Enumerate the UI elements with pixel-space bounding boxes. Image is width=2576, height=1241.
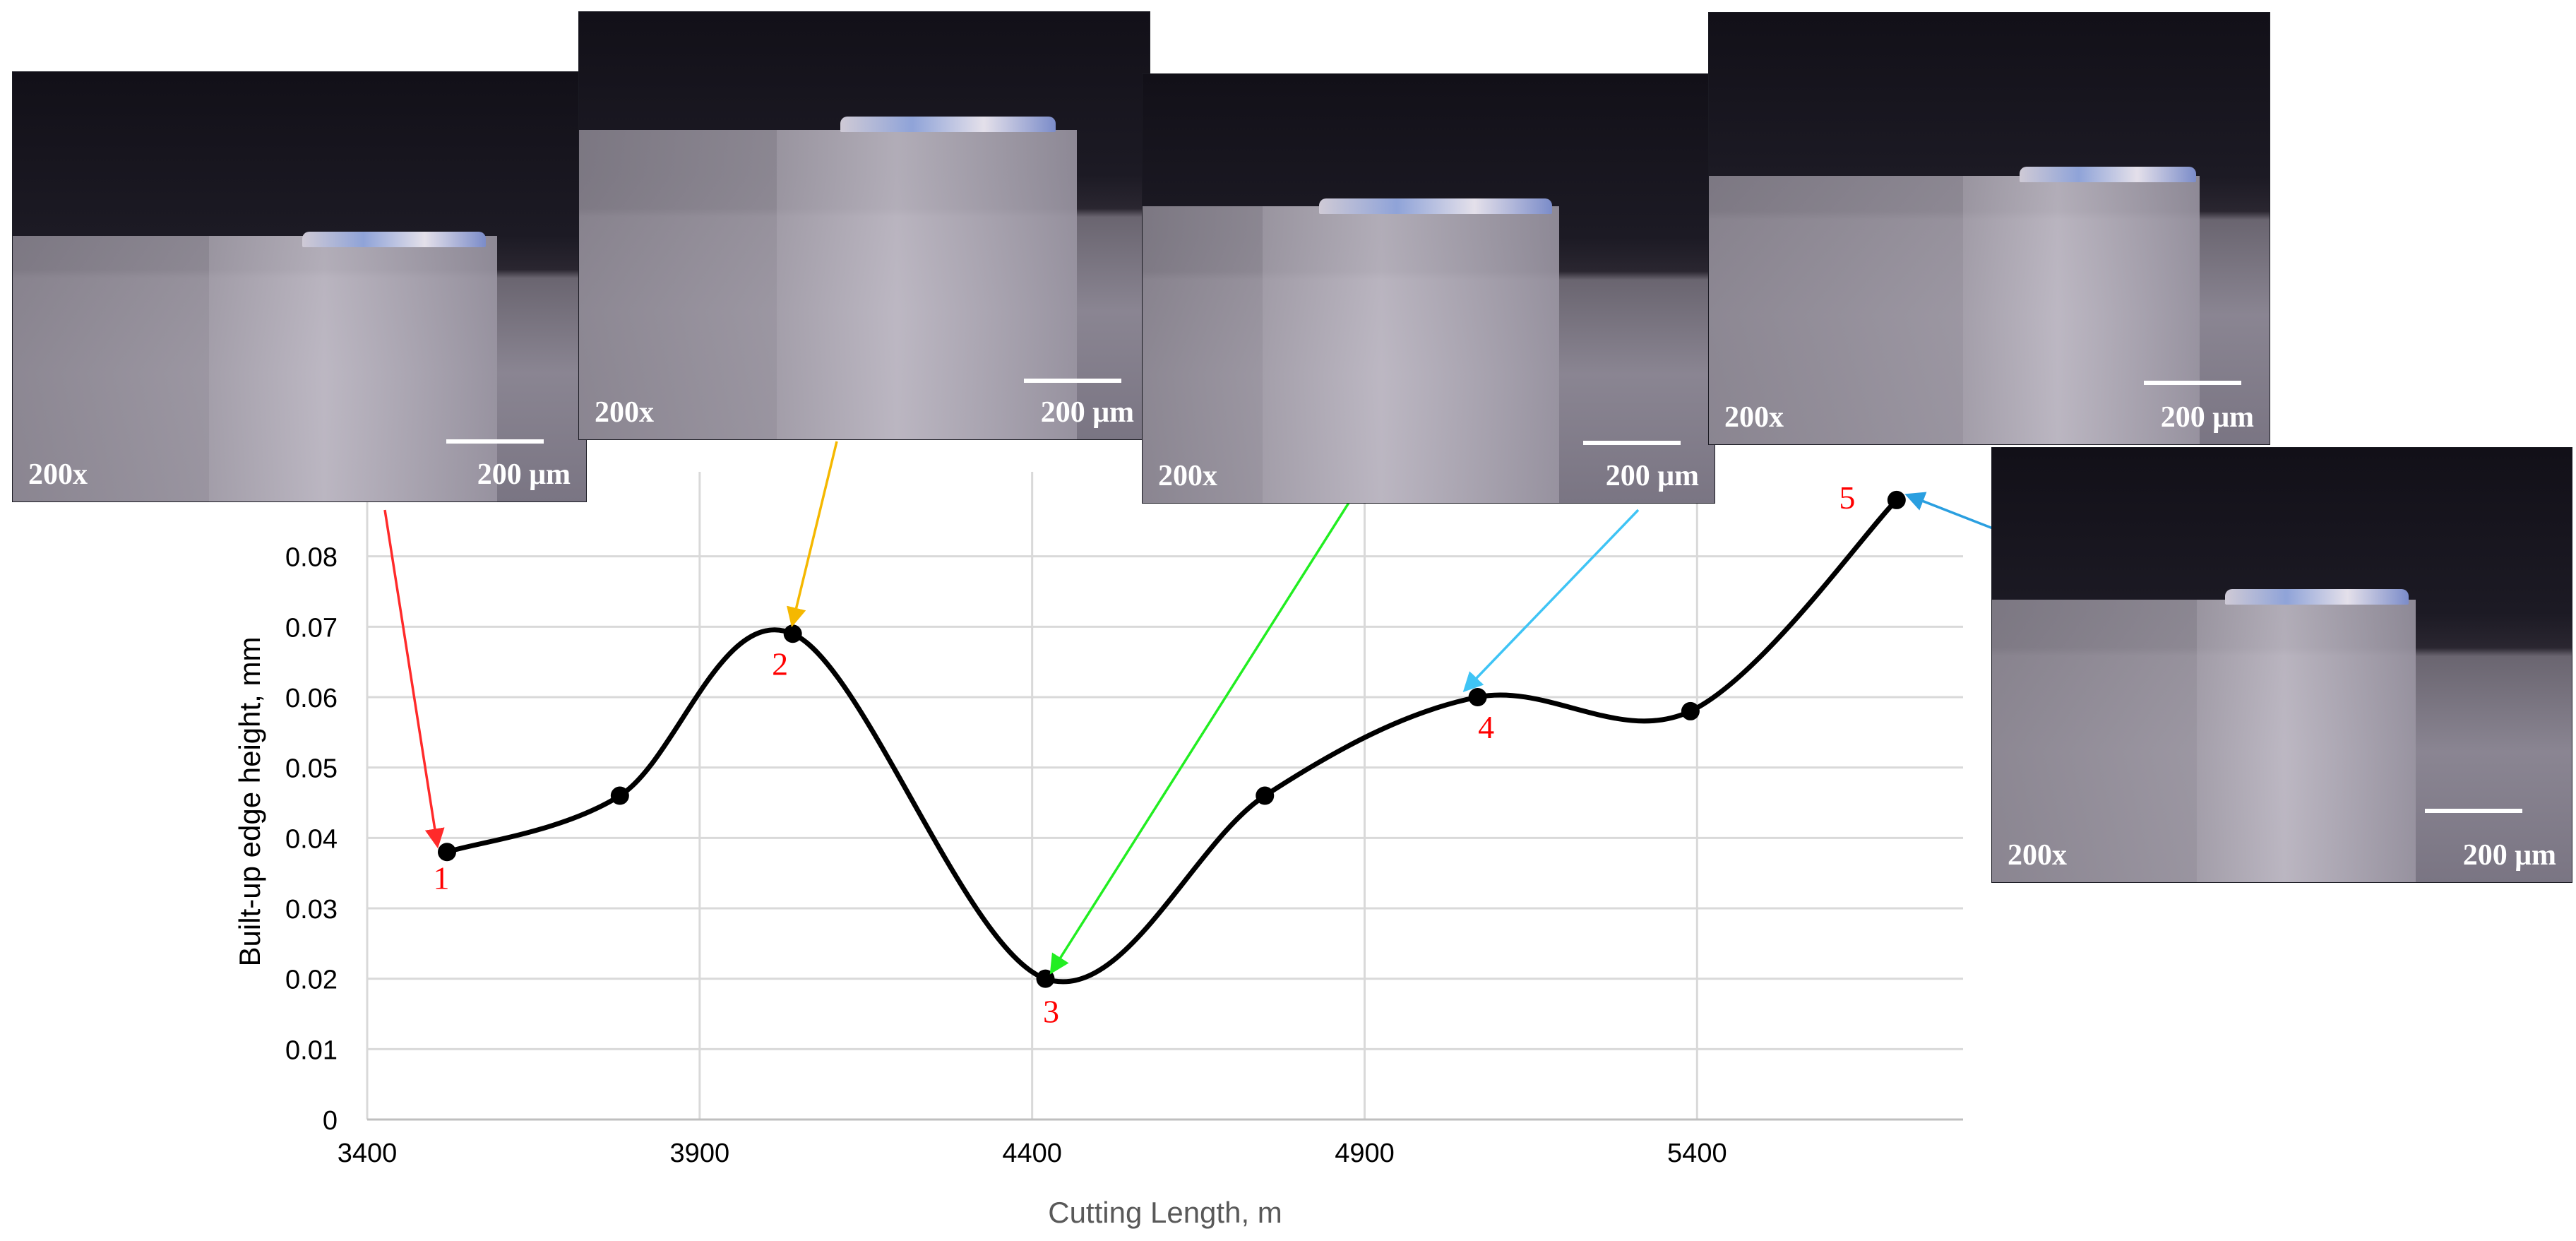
- scale-bar: [2144, 381, 2241, 385]
- x-tick-label: 4400: [1002, 1139, 1062, 1168]
- magnification-label: 200x: [595, 396, 654, 429]
- data-point: [1681, 701, 1700, 720]
- micrograph-5: 200x 200 μm: [1991, 447, 2572, 883]
- data-point: [1256, 786, 1275, 805]
- built-up-edge: [2225, 589, 2409, 605]
- data-point: [1468, 688, 1487, 706]
- axis-layer: 0 0.01 0.02 0.03 0.04 0.05 0.06 0.07 0.08 3400 390…: [285, 543, 1963, 1168]
- pointer-arrow: [1462, 509, 1640, 693]
- y-tick-label: 0.08: [285, 543, 338, 573]
- magnification-label: 200x: [1724, 401, 1784, 434]
- arrow-layer: [383, 441, 1993, 975]
- y-tick-label: 0.05: [285, 754, 338, 784]
- tool-flank-left: [1992, 600, 2197, 882]
- scale-bar: [446, 439, 544, 444]
- y-tick-label: 0.04: [285, 824, 338, 854]
- tool-flank-right: [1263, 206, 1559, 503]
- tool-flank-right: [1963, 176, 2200, 444]
- magnification-label: 200x: [1158, 460, 1217, 492]
- point-label: 5: [1839, 480, 1855, 516]
- scale-bar-label: 200 μm: [2160, 401, 2254, 434]
- scale-bar: [1583, 441, 1681, 445]
- built-up-edge: [1319, 198, 1552, 214]
- tool-flank-right: [777, 130, 1077, 439]
- scale-bar-label: 200 μm: [1605, 460, 1699, 492]
- x-axis-title: Cutting Length, m: [1048, 1196, 1282, 1229]
- scale-bar-label: 200 μm: [1040, 396, 1134, 429]
- data-point: [438, 843, 456, 862]
- built-up-edge: [302, 232, 486, 247]
- micrograph-3: 200x 200 μm: [1142, 73, 1715, 504]
- scale-bar: [1024, 379, 1121, 383]
- tool-flank-left: [1143, 206, 1263, 503]
- grid-layer: [366, 472, 1963, 1121]
- point-label: 4: [1478, 709, 1494, 745]
- pointer-arrow: [1049, 502, 1350, 975]
- y-tick-label: 0.07: [285, 613, 338, 643]
- y-tick-label: 0.03: [285, 895, 338, 925]
- data-point: [1887, 490, 1906, 509]
- pointer-arrow: [383, 509, 445, 849]
- magnification-label: 200x: [28, 458, 88, 491]
- x-tick-label: 3900: [670, 1139, 730, 1168]
- point-label: 2: [772, 646, 788, 682]
- micrograph-4: 200x 200 μm: [1708, 12, 2270, 445]
- scale-bar: [2425, 809, 2522, 813]
- y-tick-label: 0.06: [285, 684, 338, 713]
- built-up-edge: [840, 117, 1056, 132]
- tool-flank-right: [2197, 600, 2416, 882]
- series-layer: [438, 490, 1906, 988]
- point-label: 1: [434, 860, 450, 896]
- micrograph-2: 200x 200 μm: [578, 11, 1150, 440]
- x-tick-label: 3400: [338, 1139, 398, 1168]
- y-tick-label: 0: [323, 1106, 338, 1136]
- pointer-arrow: [787, 441, 838, 628]
- scale-bar-label: 200 μm: [2462, 839, 2556, 872]
- x-tick-label: 4900: [1335, 1139, 1395, 1168]
- tool-flank-right: [209, 236, 497, 501]
- micrograph-1: 200x 200 μm: [12, 71, 587, 502]
- tool-flank-left: [13, 236, 209, 501]
- label-layer: 1 2 3 4 5: [434, 480, 1856, 1030]
- y-tick-label: 0.01: [285, 1035, 338, 1065]
- built-up-edge: [2020, 167, 2196, 182]
- tool-flank-left: [579, 130, 777, 439]
- x-tick-label: 5400: [1667, 1139, 1727, 1168]
- data-point: [1036, 969, 1055, 988]
- y-tick-label: 0.02: [285, 966, 338, 995]
- series-line: [446, 498, 1899, 985]
- data-point: [783, 624, 802, 643]
- magnification-label: 200x: [2008, 839, 2067, 872]
- scale-bar-label: 200 μm: [477, 458, 571, 491]
- y-axis-title: Built-up edge height, mm: [233, 637, 266, 967]
- pointer-arrow: [1904, 492, 1993, 530]
- point-label: 3: [1043, 994, 1059, 1030]
- data-point: [610, 786, 629, 805]
- tool-flank-left: [1709, 176, 1963, 444]
